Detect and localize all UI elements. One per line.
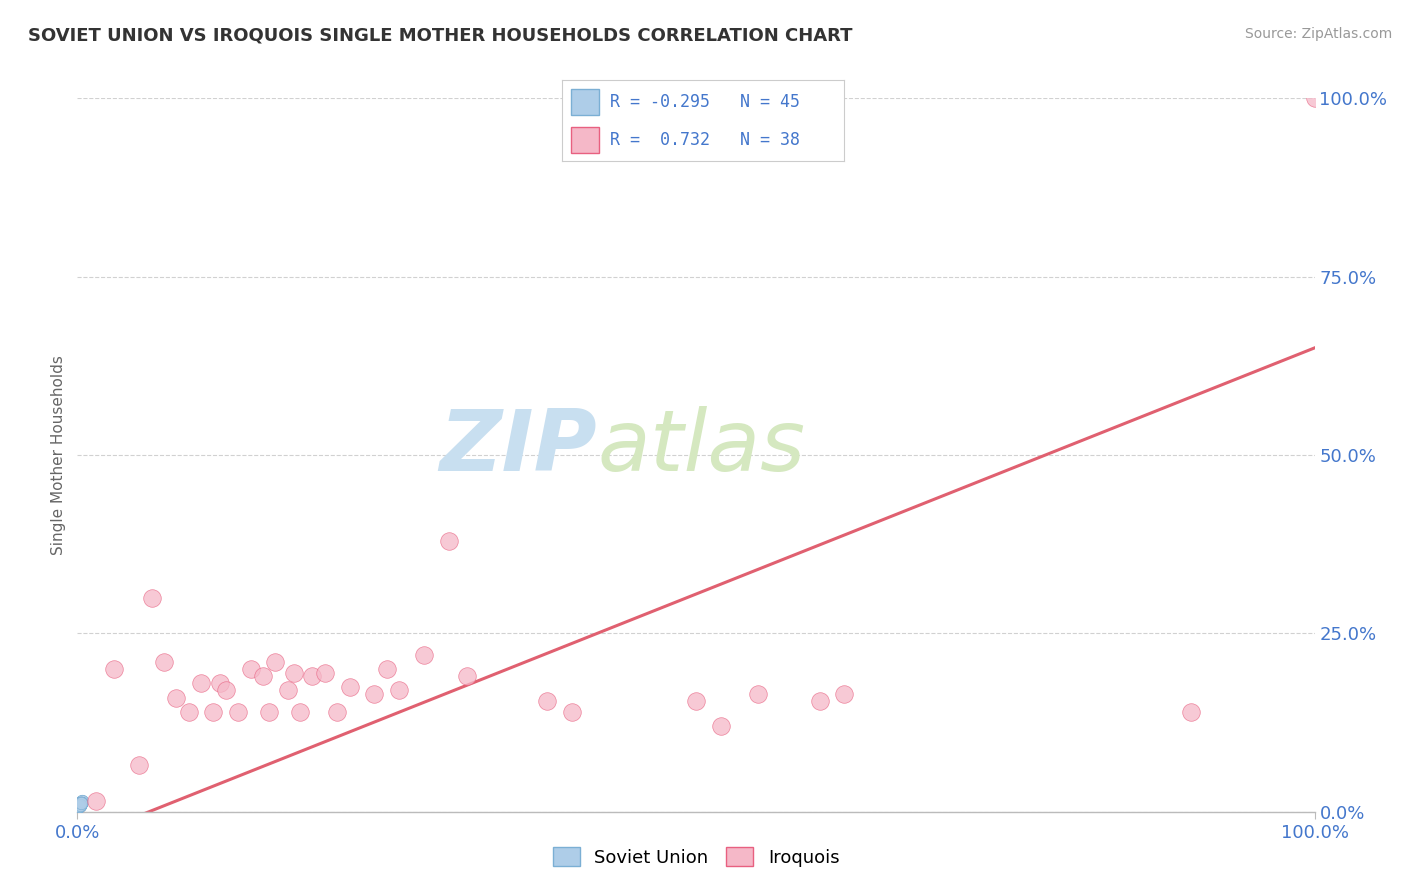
- Point: [69, 797, 91, 812]
- Point: [72, 794, 94, 808]
- Point: [69, 797, 91, 812]
- Point: [747, 687, 769, 701]
- Point: [215, 683, 238, 698]
- Point: [226, 705, 249, 719]
- Point: [70, 796, 93, 810]
- Text: SOVIET UNION VS IROQUOIS SINGLE MOTHER HOUSEHOLDS CORRELATION CHART: SOVIET UNION VS IROQUOIS SINGLE MOTHER H…: [28, 27, 852, 45]
- Point: [301, 669, 323, 683]
- Point: [388, 683, 411, 698]
- Point: [67, 799, 90, 814]
- Point: [412, 648, 434, 662]
- Point: [70, 796, 93, 810]
- Point: [84, 794, 107, 808]
- Point: [326, 705, 349, 719]
- Point: [128, 758, 150, 772]
- Point: [190, 676, 212, 690]
- Point: [69, 797, 91, 812]
- Text: ZIP: ZIP: [439, 406, 598, 490]
- Point: [70, 796, 93, 810]
- Point: [70, 796, 93, 810]
- Point: [283, 665, 305, 680]
- Point: [561, 705, 583, 719]
- Point: [69, 797, 91, 812]
- Point: [257, 705, 280, 719]
- Point: [239, 662, 262, 676]
- Point: [70, 796, 93, 810]
- Point: [710, 719, 733, 733]
- Point: [1180, 705, 1202, 719]
- Point: [70, 796, 93, 810]
- Point: [70, 796, 93, 810]
- Text: R = -0.295   N = 45: R = -0.295 N = 45: [610, 93, 800, 111]
- FancyBboxPatch shape: [571, 127, 599, 153]
- Point: [67, 799, 90, 814]
- Point: [277, 683, 299, 698]
- Point: [69, 797, 91, 812]
- Point: [72, 794, 94, 808]
- Point: [70, 796, 93, 810]
- Point: [314, 665, 336, 680]
- Point: [69, 797, 91, 812]
- Point: [67, 799, 90, 814]
- Point: [70, 796, 93, 810]
- Point: [165, 690, 187, 705]
- Point: [69, 797, 91, 812]
- Point: [69, 797, 91, 812]
- Point: [685, 694, 707, 708]
- Point: [67, 799, 90, 814]
- Point: [69, 797, 91, 812]
- Text: atlas: atlas: [598, 406, 806, 490]
- Point: [252, 669, 274, 683]
- Legend: Soviet Union, Iroquois: Soviet Union, Iroquois: [546, 840, 846, 874]
- Point: [70, 796, 93, 810]
- Point: [1303, 91, 1326, 105]
- Text: Source: ZipAtlas.com: Source: ZipAtlas.com: [1244, 27, 1392, 41]
- Y-axis label: Single Mother Households: Single Mother Households: [51, 355, 66, 555]
- Point: [69, 797, 91, 812]
- Point: [69, 797, 91, 812]
- Point: [69, 797, 91, 812]
- Point: [153, 655, 176, 669]
- Point: [67, 799, 90, 814]
- Point: [202, 705, 225, 719]
- Point: [70, 796, 93, 810]
- Point: [339, 680, 361, 694]
- Point: [67, 799, 90, 814]
- Point: [69, 797, 91, 812]
- Text: R =  0.732   N = 38: R = 0.732 N = 38: [610, 131, 800, 149]
- FancyBboxPatch shape: [571, 89, 599, 115]
- Point: [69, 797, 91, 812]
- Point: [808, 694, 831, 708]
- Point: [456, 669, 478, 683]
- Point: [834, 687, 856, 701]
- Point: [69, 797, 91, 812]
- Point: [288, 705, 311, 719]
- Point: [69, 797, 91, 812]
- Point: [536, 694, 558, 708]
- Point: [70, 796, 93, 810]
- Point: [437, 533, 460, 548]
- Point: [264, 655, 287, 669]
- Point: [103, 662, 125, 676]
- Point: [67, 799, 90, 814]
- Point: [208, 676, 231, 690]
- Point: [141, 591, 163, 605]
- Point: [177, 705, 200, 719]
- Point: [375, 662, 398, 676]
- Point: [69, 797, 91, 812]
- Point: [67, 799, 90, 814]
- Point: [69, 797, 91, 812]
- Point: [363, 687, 385, 701]
- Point: [69, 797, 91, 812]
- Point: [70, 796, 93, 810]
- Point: [67, 799, 90, 814]
- Point: [70, 796, 93, 810]
- Point: [67, 799, 90, 814]
